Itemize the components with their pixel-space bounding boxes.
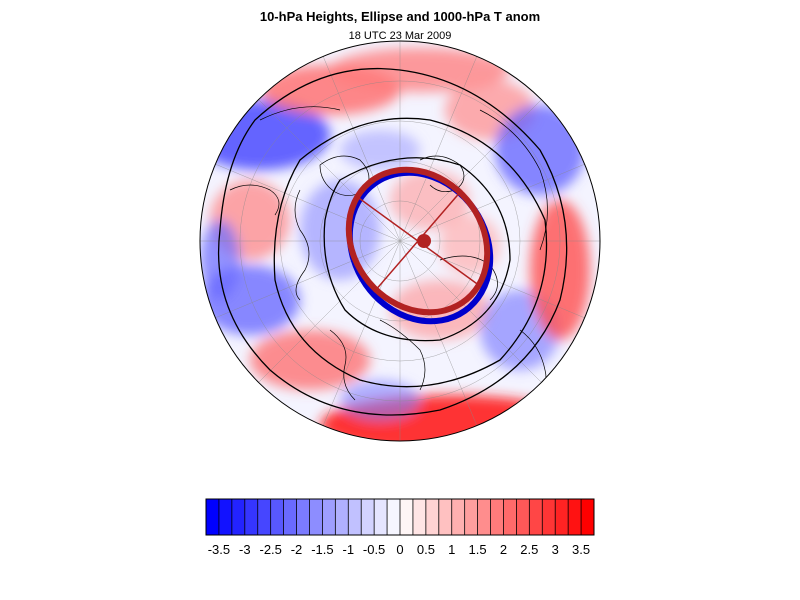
colorbar-swatch	[387, 499, 401, 535]
colorbar-swatch	[477, 499, 491, 535]
map-disc	[200, 41, 600, 441]
cold-anomaly-patch	[300, 180, 380, 280]
map-subtitle: 18 UTC 23 Mar 2009	[348, 30, 452, 42]
height-contours	[217, 67, 568, 416]
warm-anomaly-patch	[250, 330, 370, 390]
colorbar-swatch	[542, 499, 556, 535]
vortex-center-marker	[417, 234, 431, 248]
colorbar-swatch	[568, 499, 582, 535]
colorbar-swatch	[218, 499, 233, 535]
colorbar-swatch	[529, 499, 543, 535]
colorbar-swatch	[490, 499, 504, 535]
colorbar-swatch	[425, 499, 440, 535]
colorbar-swatch	[374, 499, 388, 535]
colorbar-swatch	[400, 499, 414, 535]
graticule	[200, 41, 600, 441]
colorbar-swatch	[309, 499, 323, 535]
colorbar-swatch	[412, 499, 427, 535]
colorbar-swatch	[451, 499, 465, 535]
colorbar-swatch	[231, 499, 246, 535]
colorbar	[205, 498, 595, 536]
colorbar-swatch	[322, 499, 336, 535]
colorbar-swatch	[283, 499, 297, 535]
vortex-ellipse-group	[345, 166, 494, 325]
colorbar-swatch	[270, 499, 284, 535]
cold-anomaly-patch	[200, 220, 240, 300]
colorbar-swatch	[206, 499, 220, 535]
cold-anomaly-patch	[340, 130, 420, 170]
colorbar-swatch	[581, 499, 595, 535]
colorbar-swatch	[361, 499, 375, 535]
colorbar-swatch	[464, 499, 478, 535]
map-title: 10-hPa Heights, Ellipse and 1000-hPa T a…	[259, 9, 541, 24]
map-boundary	[199, 40, 601, 442]
coastlines	[229, 106, 548, 401]
colorbar-swatch	[257, 499, 271, 535]
colorbar-swatch	[438, 499, 453, 535]
warm-anomaly-patch	[530, 200, 590, 340]
warm-anomaly-patch	[330, 48, 510, 92]
colorbar-swatch	[516, 499, 530, 535]
vortex-ellipse-red	[345, 166, 491, 316]
colorbar-frame	[205, 498, 595, 536]
colorbar-swatch	[244, 499, 259, 535]
colorbar-swatch	[555, 499, 569, 535]
colorbar-swatch	[348, 499, 362, 535]
colorbar-swatch	[335, 499, 349, 535]
colorbar-swatch	[296, 499, 310, 535]
colorbar-swatch	[503, 499, 517, 535]
